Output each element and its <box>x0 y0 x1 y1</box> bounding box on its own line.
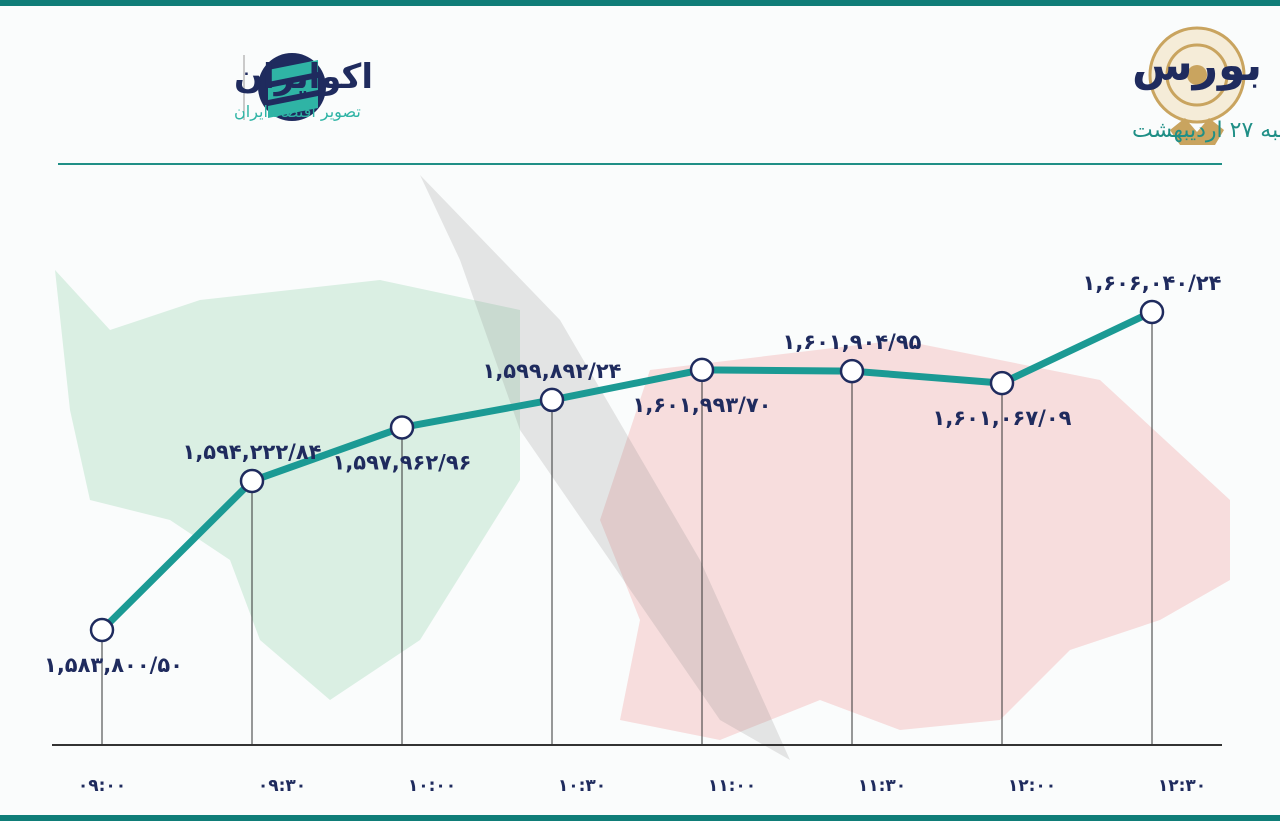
value-label: ۱,۶۰۱,۹۰۴/۹۵ <box>783 330 922 354</box>
data-point <box>389 415 415 440</box>
brand-logo <box>258 53 326 121</box>
data-point <box>689 357 715 383</box>
value-label: ۱,۶۰۱,۰۶۷/۰۹ <box>933 406 1072 430</box>
bottom-bar <box>0 815 1280 821</box>
data-point <box>239 468 265 494</box>
data-point <box>539 387 565 413</box>
bear-silhouette <box>600 340 1230 740</box>
top-bar <box>0 0 1280 6</box>
value-label: ۱,۶۰۶,۰۴۰/۲۴ <box>1083 271 1222 295</box>
data-point <box>989 370 1015 396</box>
x-tick-label: ۰۹:۳۰ <box>258 776 306 796</box>
arrow-shadow <box>420 175 790 760</box>
x-tick-label: ۱۰:۰۰ <box>408 776 456 796</box>
brand-tagline: تصویر اقتصاد ایران <box>234 102 361 122</box>
value-label: ۱,۵۸۳,۸۰۰/۵۰ <box>44 653 183 677</box>
value-label: ۱,۵۹۹,۸۹۲/۲۴ <box>483 359 622 383</box>
x-tick-label: ۰۹:۰۰ <box>78 776 126 796</box>
data-point <box>839 358 865 384</box>
chart-title: روند شاخص کل بورس <box>1132 40 1280 91</box>
data-point <box>89 617 115 643</box>
brand-name: اکوایران <box>234 57 373 97</box>
exchange-logo <box>1148 26 1246 145</box>
index-line <box>99 308 1154 633</box>
value-label: ۱,۵۹۴,۲۲۲/۸۴ <box>183 440 322 464</box>
x-tick-label: ۱۲:۳۰ <box>1158 776 1206 796</box>
x-tick-label: ۱۲:۰۰ <box>1008 776 1056 796</box>
bull-silhouette <box>55 270 520 700</box>
chart-subtitle: سه‌شنبه ۲۷ اردیبهشت <box>1132 118 1280 143</box>
value-label: ۱,۵۹۷,۹۶۲/۹۶ <box>333 450 472 474</box>
value-label: ۱,۶۰۱,۹۹۳/۷۰ <box>633 393 772 417</box>
x-tick-label: ۱۰:۳۰ <box>558 776 606 796</box>
data-point <box>1139 299 1165 325</box>
x-tick-label: ۱۱:۳۰ <box>858 776 906 796</box>
x-tick-label: ۱۱:۰۰ <box>708 776 756 796</box>
